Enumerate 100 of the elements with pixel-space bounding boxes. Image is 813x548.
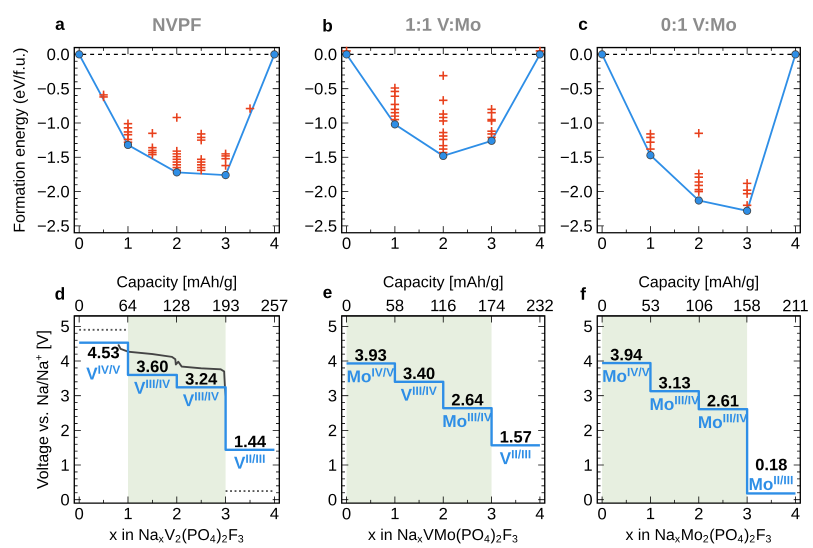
text: c [578, 20, 588, 30]
annotation: Mo$^{IV/V}$ [603, 368, 650, 382]
x-tick-label: 1 [392, 508, 399, 520]
text: x in Na$_{x}$Mo$_{2}$(PO$_{4}$)$_{2}$F$_{3}$ [626, 528, 771, 544]
x2-tick-label: 257 [262, 300, 288, 312]
x-tick-label: 1 [392, 238, 399, 249]
y-tick-label: 0 [584, 494, 592, 506]
x-tick-label: 0 [342, 238, 350, 250]
text: x in Na$_{x}$V$_{2}$(PO$_{4}$)$_{2}$F$_{3}$ [109, 528, 244, 544]
y-tick-label: −2.0 [560, 186, 592, 198]
y-tick-label: 0.0 [47, 48, 69, 60]
x2-tick-label: 0 [342, 300, 350, 312]
x-tick-label: 2 [695, 508, 703, 520]
y-tick-label: 4 [328, 355, 337, 367]
annotation: V$^{IV/V}$ [86, 365, 120, 380]
y-tick-label: 5 [61, 320, 69, 332]
x2-tick-label: 58 [386, 300, 404, 312]
x-tick-label: 4 [536, 508, 544, 520]
data-label: 3.60 [136, 360, 168, 372]
annotation: Mo$^{II/III}$ [750, 476, 793, 490]
x2-tick-label: 0 [75, 300, 84, 312]
y-tick-label: 4 [584, 355, 592, 367]
y-tick-label: −2.0 [38, 186, 69, 198]
y-tick-label: −1.5 [560, 152, 592, 164]
y-tick-label: −2.0 [305, 186, 336, 198]
x-tick-label: 1 [647, 508, 654, 520]
y-tick-label: 0 [328, 494, 336, 506]
text: d [55, 287, 64, 300]
x2-axis-title: Capacity [mAh/g] [384, 276, 502, 291]
y-tick-label: 4 [60, 355, 70, 367]
chart-title: 1:1 V:Mo [406, 18, 481, 32]
x-tick-label: 3 [488, 508, 496, 520]
x2-tick-label: 0 [598, 300, 606, 312]
y-tick-label: 2 [61, 424, 69, 436]
y-axis-title: Voltage vs. Na/Na$^{+}$ [V] [36, 331, 52, 490]
y-tick-label: 5 [584, 320, 592, 332]
y-tick-label: 2 [328, 424, 336, 436]
x-tick-label: 3 [222, 508, 230, 520]
y-tick-label: −1.0 [305, 117, 336, 129]
data-label: 2.61 [707, 395, 739, 407]
x-tick-label: 3 [222, 238, 230, 250]
x-tick-label: 4 [270, 238, 279, 249]
x-tick-label: 3 [743, 238, 751, 250]
x-axis-title: x in Na$_{x}$VMo(PO$_{4}$)$_{2}$F$_{3}$ [368, 528, 518, 544]
y-tick-label: 3 [61, 390, 69, 402]
x2-tick-label: 232 [526, 300, 553, 312]
y-tick-label: −0.5 [305, 82, 336, 95]
y-tick-label: 0.0 [314, 48, 336, 60]
y-tick-label: −1.5 [38, 152, 69, 164]
data-label: 3.13 [658, 376, 690, 389]
x2-tick-label: 106 [686, 300, 712, 312]
y-tick-label: −1.0 [560, 117, 592, 129]
data-label: 2.64 [452, 394, 484, 406]
x-tick-label: 3 [743, 508, 751, 520]
y-tick-label: 1 [62, 459, 69, 471]
text: b [323, 19, 332, 32]
x-tick-label: 1 [647, 238, 654, 249]
data-label: 3.94 [610, 348, 642, 361]
x2-tick-label: 174 [479, 300, 505, 312]
text: a [56, 20, 65, 30]
x-tick-label: 1 [124, 508, 132, 520]
text: f [580, 287, 586, 300]
y-axis-title: Formation energy (eV/f.u.) [13, 48, 28, 232]
data-label: 4.53 [88, 346, 120, 358]
chart-title: NVPF [153, 18, 201, 32]
x2-tick-label: 193 [213, 300, 239, 312]
chart-title: 0:1 V:Mo [661, 18, 736, 32]
x2-tick-label: 53 [642, 300, 660, 312]
annotation: V$^{III/IV}$ [182, 392, 219, 406]
y-tick-label: −2.5 [38, 220, 69, 232]
text: e [323, 288, 332, 298]
x2-tick-label: 116 [431, 300, 456, 312]
y-tick-label: −0.5 [560, 82, 592, 95]
data-label: 3.40 [403, 368, 434, 380]
x-tick-label: 0 [342, 508, 350, 520]
y-tick-label: −0.5 [38, 82, 69, 95]
y-tick-label: −1.5 [305, 152, 336, 164]
x-tick-label: 3 [488, 238, 496, 250]
data-label: 3.93 [355, 349, 386, 361]
annotation: V$^{III/IV}$ [400, 386, 437, 401]
y-tick-label: 0 [61, 494, 69, 506]
y-tick-label: 3 [328, 390, 336, 402]
x-tick-label: 4 [791, 238, 800, 249]
data-label: 1.57 [500, 431, 532, 443]
annotation: V$^{II/III}$ [500, 450, 530, 464]
y-tick-label: 3 [584, 390, 592, 402]
x2-tick-label: 64 [119, 300, 136, 312]
x-tick-label: 0 [75, 238, 84, 250]
x-tick-label: 2 [439, 508, 447, 520]
y-tick-label: 1 [329, 459, 336, 471]
y-tick-label: 0.0 [570, 48, 592, 60]
annotation: V$^{III/IV}$ [134, 379, 170, 394]
data-label: 1.44 [234, 436, 266, 448]
x-tick-label: 2 [173, 508, 181, 520]
y-tick-label: 1 [584, 459, 592, 471]
x2-axis-title: Capacity [mAh/g] [117, 276, 236, 291]
x-tick-label: 4 [270, 508, 279, 520]
x2-tick-label: 158 [734, 300, 760, 312]
x-tick-label: 1 [124, 238, 132, 249]
x-tick-label: 2 [439, 238, 447, 250]
